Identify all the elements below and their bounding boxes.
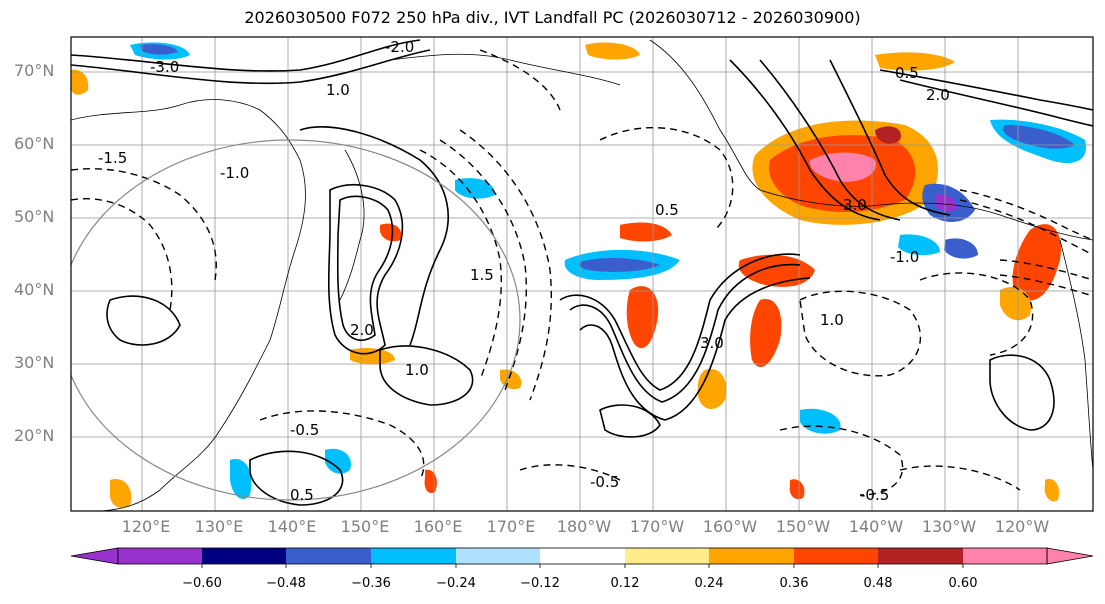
contour-lines-dashed bbox=[71, 49, 1093, 496]
contour-label: 1.0 bbox=[820, 311, 844, 329]
colorbar-tick-label: 0.36 bbox=[779, 576, 809, 591]
colorbar-tick-label: 0.24 bbox=[694, 576, 724, 591]
lon-label: 160°E bbox=[413, 517, 463, 536]
colorbar-swatch bbox=[456, 548, 540, 564]
lat-label: 50°N bbox=[14, 207, 55, 226]
colorbar-tick-label: −0.60 bbox=[182, 576, 222, 591]
lat-label: 20°N bbox=[14, 426, 55, 445]
lon-label: 170°W bbox=[629, 517, 685, 536]
contour-labels: 3.0 1.0 0.5 -1.0 -1.5 2.0 1.5 -0.5 0.5 3… bbox=[98, 38, 950, 504]
contour-label: 1.0 bbox=[326, 81, 350, 99]
contour-label: -1.0 bbox=[890, 248, 919, 266]
colorbar bbox=[70, 547, 1094, 568]
colorbar-tick-label: −0.12 bbox=[520, 576, 560, 591]
contour-label: -1.5 bbox=[98, 149, 127, 167]
lat-label: 30°N bbox=[14, 353, 55, 372]
lat-label: 60°N bbox=[14, 134, 55, 153]
graticule bbox=[71, 37, 1093, 511]
plot-frame bbox=[70, 36, 1094, 512]
contour-lines bbox=[71, 39, 1093, 506]
colorbar-tick-label: −0.36 bbox=[351, 576, 391, 591]
lat-label: 70°N bbox=[14, 61, 55, 80]
lon-label: 180°W bbox=[556, 517, 612, 536]
lon-label: 150°E bbox=[340, 517, 390, 536]
coastlines bbox=[71, 39, 1093, 511]
contour-label: 0.5 bbox=[655, 201, 679, 219]
contour-label: -0.5 bbox=[860, 486, 889, 504]
contour-label: -0.5 bbox=[290, 421, 319, 439]
colorbar-frame bbox=[117, 547, 1048, 565]
lon-label: 140°E bbox=[267, 517, 317, 536]
lon-label: 120°E bbox=[121, 517, 171, 536]
contour-label: 2.0 bbox=[350, 321, 374, 339]
contour-label: 3.0 bbox=[843, 196, 867, 214]
lon-label: 170°E bbox=[486, 517, 536, 536]
lon-label: 130°E bbox=[194, 517, 244, 536]
colorbar-swatch bbox=[371, 548, 456, 564]
colorbar-swatch bbox=[540, 548, 625, 564]
colorbar-tick-label: −0.48 bbox=[266, 576, 306, 591]
contour-label: -0.5 bbox=[590, 473, 619, 491]
colorbar-swatch bbox=[202, 548, 286, 564]
contour-label: -1.0 bbox=[220, 164, 249, 182]
contour-label: 0.5 bbox=[290, 486, 314, 504]
colorbar-tick-label: 0.60 bbox=[948, 576, 978, 591]
map-title: 2026030500 F072 250 hPa div., IVT Landfa… bbox=[244, 8, 861, 27]
map-plot-area: 3.0 1.0 0.5 -1.0 -1.5 2.0 1.5 -0.5 0.5 3… bbox=[71, 37, 1093, 511]
colorbar-swatch bbox=[118, 548, 202, 564]
contour-label: -2.0 bbox=[385, 38, 414, 56]
lon-label: 160°W bbox=[702, 517, 758, 536]
lon-label: 150°W bbox=[775, 517, 831, 536]
lat-label: 40°N bbox=[14, 280, 55, 299]
colorbar-tick-label: −0.24 bbox=[436, 576, 476, 591]
colorbar-swatch bbox=[709, 548, 794, 564]
contour-label: 3.0 bbox=[700, 334, 724, 352]
colorbar-tick-label: 0.12 bbox=[610, 576, 640, 591]
lon-label: 140°W bbox=[848, 517, 904, 536]
colorbar-swatch bbox=[794, 548, 878, 564]
colorbar-swatch bbox=[963, 548, 1047, 564]
lon-label: 120°W bbox=[994, 517, 1050, 536]
contour-label: -3.0 bbox=[150, 58, 179, 76]
lon-label: 130°W bbox=[921, 517, 977, 536]
contour-label: 0.5 bbox=[895, 64, 919, 82]
colorbar-swatch bbox=[286, 548, 371, 564]
colorbar-extend-low bbox=[70, 547, 119, 565]
contour-label: 2.0 bbox=[926, 86, 950, 104]
colorbar-extend-high bbox=[1046, 547, 1094, 565]
colorbar-tick-label: 0.48 bbox=[863, 576, 893, 591]
colorbar-swatch bbox=[878, 548, 963, 564]
reference-circle bbox=[71, 139, 521, 501]
colorbar-swatch bbox=[625, 548, 709, 564]
contour-label: 1.0 bbox=[405, 361, 429, 379]
contour-label: 1.5 bbox=[470, 266, 494, 284]
colorbar-tick-marks bbox=[201, 564, 964, 568]
